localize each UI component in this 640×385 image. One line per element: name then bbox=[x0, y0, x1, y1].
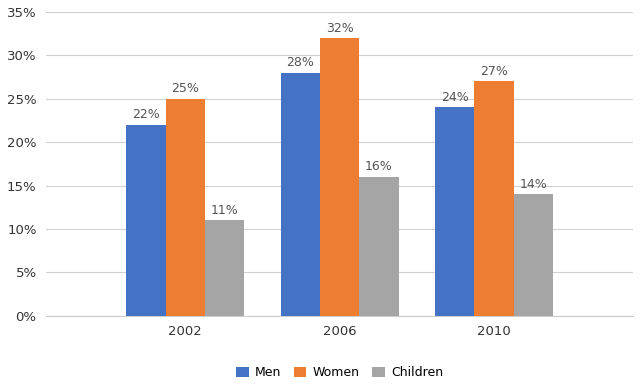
Bar bbox=[166, 99, 205, 316]
Text: 22%: 22% bbox=[132, 108, 160, 121]
Text: 28%: 28% bbox=[287, 56, 314, 69]
Bar bbox=[281, 73, 320, 316]
Bar bbox=[126, 125, 166, 316]
Bar bbox=[435, 107, 474, 316]
Text: 32%: 32% bbox=[326, 22, 353, 35]
Text: 14%: 14% bbox=[520, 178, 547, 191]
Bar bbox=[474, 81, 514, 316]
Bar bbox=[359, 177, 399, 316]
Text: 25%: 25% bbox=[172, 82, 199, 95]
Bar bbox=[205, 220, 244, 316]
Bar bbox=[514, 194, 553, 316]
Legend: Men, Women, Children: Men, Women, Children bbox=[231, 362, 448, 385]
Bar bbox=[320, 38, 359, 316]
Text: 27%: 27% bbox=[480, 65, 508, 78]
Text: 16%: 16% bbox=[365, 161, 393, 173]
Text: 11%: 11% bbox=[211, 204, 239, 217]
Text: 24%: 24% bbox=[441, 91, 468, 104]
